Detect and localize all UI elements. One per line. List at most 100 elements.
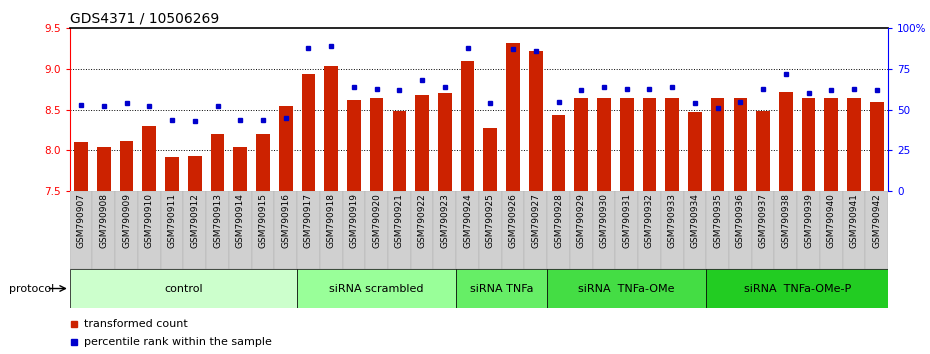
Bar xyxy=(779,92,792,191)
Bar xyxy=(684,191,706,269)
Text: GSM790920: GSM790920 xyxy=(372,194,381,249)
Text: siRNA  TNFa-OMe-P: siRNA TNFa-OMe-P xyxy=(744,284,851,293)
Text: GSM790912: GSM790912 xyxy=(191,194,199,249)
Bar xyxy=(347,100,361,191)
Text: GSM790942: GSM790942 xyxy=(872,194,882,248)
Bar xyxy=(751,191,775,269)
Bar xyxy=(643,98,657,191)
Bar xyxy=(501,191,525,269)
Text: percentile rank within the sample: percentile rank within the sample xyxy=(85,337,272,347)
Bar xyxy=(734,98,747,191)
Bar xyxy=(620,98,633,191)
Bar xyxy=(297,269,457,308)
Text: GSM790925: GSM790925 xyxy=(485,194,495,249)
Bar xyxy=(547,191,570,269)
Bar xyxy=(342,191,365,269)
Text: GSM790907: GSM790907 xyxy=(76,194,86,249)
Text: GSM790910: GSM790910 xyxy=(145,194,153,249)
Bar xyxy=(597,98,611,191)
Text: GSM790923: GSM790923 xyxy=(440,194,449,249)
Bar xyxy=(638,191,661,269)
Text: GSM790927: GSM790927 xyxy=(531,194,540,249)
Text: GSM790919: GSM790919 xyxy=(350,194,358,249)
Text: GSM790928: GSM790928 xyxy=(554,194,563,249)
Bar xyxy=(120,141,133,191)
Text: GSM790939: GSM790939 xyxy=(804,194,813,249)
Bar xyxy=(706,269,888,308)
Text: GSM790918: GSM790918 xyxy=(326,194,336,249)
Bar xyxy=(297,191,320,269)
Text: GSM790915: GSM790915 xyxy=(259,194,268,249)
Bar xyxy=(320,191,342,269)
Bar xyxy=(711,98,724,191)
Bar xyxy=(301,74,315,191)
Text: GSM790926: GSM790926 xyxy=(509,194,518,249)
Text: GDS4371 / 10506269: GDS4371 / 10506269 xyxy=(70,12,219,26)
Bar xyxy=(665,98,679,191)
Text: GSM790933: GSM790933 xyxy=(668,194,677,249)
Bar xyxy=(802,98,816,191)
Bar xyxy=(115,191,138,269)
Bar xyxy=(416,95,429,191)
Text: transformed count: transformed count xyxy=(85,319,188,329)
Bar xyxy=(457,269,547,308)
Bar xyxy=(551,115,565,191)
Bar xyxy=(506,43,520,191)
Text: control: control xyxy=(164,284,203,293)
Text: GSM790922: GSM790922 xyxy=(418,194,427,248)
Bar xyxy=(843,191,866,269)
Text: GSM790929: GSM790929 xyxy=(577,194,586,249)
Bar xyxy=(457,191,479,269)
Bar xyxy=(183,191,206,269)
Text: siRNA  TNFa-OMe: siRNA TNFa-OMe xyxy=(578,284,675,293)
Bar xyxy=(279,105,293,191)
Text: GSM790921: GSM790921 xyxy=(395,194,404,249)
Text: siRNA TNFa: siRNA TNFa xyxy=(470,284,534,293)
Text: GSM790916: GSM790916 xyxy=(281,194,290,249)
Text: GSM790940: GSM790940 xyxy=(827,194,836,249)
Bar xyxy=(206,191,229,269)
Text: GSM790937: GSM790937 xyxy=(759,194,767,249)
Bar xyxy=(775,191,797,269)
Bar xyxy=(529,51,542,191)
Bar xyxy=(229,191,252,269)
Bar xyxy=(252,191,274,269)
Bar xyxy=(661,191,684,269)
Text: GSM790941: GSM790941 xyxy=(849,194,858,249)
Bar xyxy=(592,191,616,269)
Bar xyxy=(479,191,501,269)
Bar xyxy=(460,61,474,191)
Bar xyxy=(688,112,702,191)
Bar xyxy=(438,93,452,191)
Text: protocol: protocol xyxy=(9,284,55,293)
Bar xyxy=(484,128,498,191)
Bar xyxy=(188,156,202,191)
Text: GSM790930: GSM790930 xyxy=(600,194,608,249)
Bar xyxy=(370,98,383,191)
Bar xyxy=(161,191,183,269)
Text: GSM790917: GSM790917 xyxy=(304,194,313,249)
Bar xyxy=(411,191,433,269)
Bar xyxy=(820,191,843,269)
Bar xyxy=(616,191,638,269)
Text: GSM790932: GSM790932 xyxy=(644,194,654,249)
Text: GSM790909: GSM790909 xyxy=(122,194,131,249)
Bar xyxy=(866,191,888,269)
Bar xyxy=(92,191,115,269)
Bar xyxy=(547,269,706,308)
Text: GSM790938: GSM790938 xyxy=(781,194,790,249)
Bar xyxy=(211,134,224,191)
Text: GSM790934: GSM790934 xyxy=(690,194,699,249)
Bar xyxy=(256,134,270,191)
Bar xyxy=(325,66,338,191)
Bar xyxy=(70,191,92,269)
Text: GSM790935: GSM790935 xyxy=(713,194,723,249)
Bar xyxy=(70,269,297,308)
Text: GSM790924: GSM790924 xyxy=(463,194,472,248)
Bar xyxy=(797,191,820,269)
Bar xyxy=(825,98,838,191)
Bar xyxy=(388,191,411,269)
Text: siRNA scrambled: siRNA scrambled xyxy=(329,284,424,293)
Bar xyxy=(166,157,179,191)
Bar xyxy=(97,147,111,191)
